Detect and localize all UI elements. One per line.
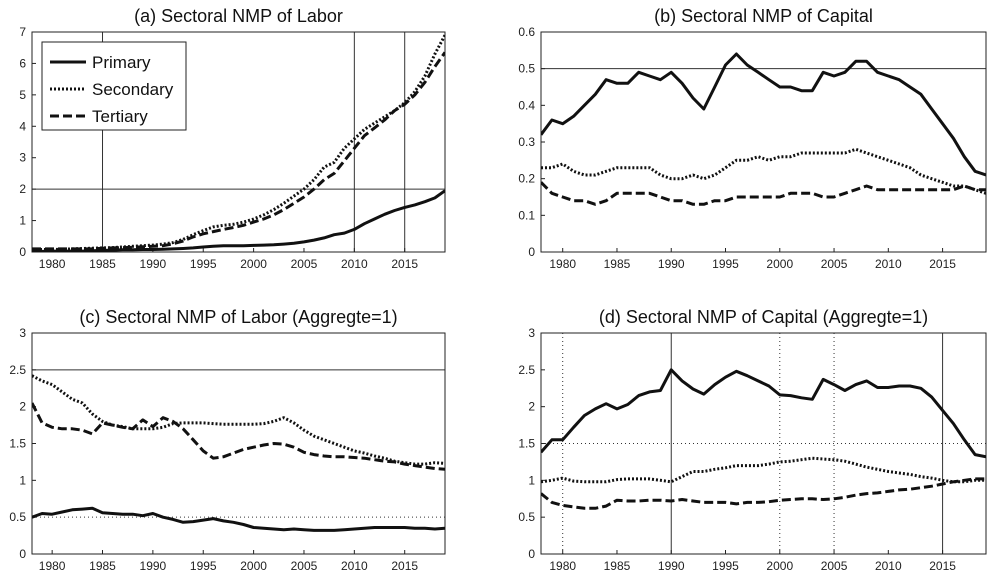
series-line-primary: [541, 368, 986, 459]
x-tick-label: 1990: [658, 559, 685, 573]
x-tick-label: 2010: [875, 257, 902, 271]
x-tick-label: 1980: [549, 559, 576, 573]
chart-title: (b) Sectoral NMP of Capital: [654, 6, 873, 26]
x-tick-label: 2010: [341, 257, 368, 271]
legend-label-secondary: Secondary: [92, 80, 174, 99]
chart-title: (c) Sectoral NMP of Labor (Aggregte=1): [79, 307, 397, 327]
y-tick-label: 3: [528, 326, 535, 340]
legend: Primary Secondary Tertiary: [41, 41, 187, 131]
x-tick-label: 2005: [291, 559, 318, 573]
series-line-tertiary: [541, 477, 986, 510]
chart-title: (d) Sectoral NMP of Capital (Aggregte=1): [599, 307, 928, 327]
x-tick-label: 1995: [190, 559, 217, 573]
y-tick-label: 1: [19, 214, 26, 228]
x-tick-label: 1990: [658, 257, 685, 271]
plot-frame: [31, 332, 446, 555]
chart-title: (a) Sectoral NMP of Labor: [134, 6, 343, 26]
series-line-tertiary: [541, 181, 986, 206]
series-line-primary: [32, 506, 445, 532]
plot-frame: [31, 31, 446, 253]
y-tick-label: 2: [19, 182, 26, 196]
x-tick-label: 2000: [766, 257, 793, 271]
x-tick-label: 2015: [929, 559, 956, 573]
legend-label-primary: Primary: [92, 53, 151, 72]
x-tick-label: 2010: [341, 559, 368, 573]
plot-frame: [540, 31, 987, 253]
y-tick-label: 1: [19, 473, 26, 487]
y-tick-label: 0.5: [9, 510, 26, 524]
x-tick-label: 1980: [39, 559, 66, 573]
y-tick-label: 0.5: [518, 510, 535, 524]
y-tick-label: 1.5: [9, 437, 26, 451]
y-tick-label: 0: [528, 547, 535, 561]
panel-d-capital-nmp-normalized: (d) Sectoral NMP of Capital (Aggregte=1)…: [518, 307, 987, 573]
y-tick-label: 1.5: [518, 437, 535, 451]
x-tick-label: 2000: [240, 257, 267, 271]
x-tick-label: 1995: [712, 559, 739, 573]
series-line-secondary: [541, 147, 986, 195]
series-line-tertiary: [32, 402, 445, 471]
y-tick-label: 0.4: [518, 98, 535, 112]
y-tick-label: 3: [19, 151, 26, 165]
plot-frame: [540, 332, 987, 555]
x-tick-label: 1985: [89, 257, 116, 271]
y-tick-label: 1: [528, 473, 535, 487]
y-tick-label: 6: [19, 56, 26, 70]
y-tick-label: 0: [19, 245, 26, 259]
x-tick-label: 2015: [391, 559, 418, 573]
series-line-primary: [32, 189, 445, 252]
y-tick-label: 0: [528, 245, 535, 259]
y-tick-label: 2: [19, 400, 26, 414]
x-tick-label: 2000: [766, 559, 793, 573]
y-tick-label: 7: [19, 25, 26, 39]
y-tick-label: 0: [19, 547, 26, 561]
x-tick-label: 2000: [240, 559, 267, 573]
x-tick-label: 2005: [291, 257, 318, 271]
y-tick-label: 4: [19, 119, 26, 133]
y-tick-label: 0.1: [518, 208, 535, 222]
x-tick-label: 1995: [190, 257, 217, 271]
y-tick-label: 0.5: [518, 62, 535, 76]
x-tick-label: 1985: [89, 559, 116, 573]
x-tick-label: 1995: [712, 257, 739, 271]
legend-label-tertiary: Tertiary: [92, 107, 148, 126]
x-tick-label: 1990: [140, 559, 167, 573]
x-tick-label: 2005: [821, 257, 848, 271]
x-tick-label: 1980: [549, 257, 576, 271]
y-tick-label: 2: [528, 400, 535, 414]
y-tick-label: 2.5: [9, 363, 26, 377]
y-tick-label: 5: [19, 88, 26, 102]
x-tick-label: 2015: [391, 257, 418, 271]
x-tick-label: 2010: [875, 559, 902, 573]
series-line-primary: [541, 52, 986, 177]
series-line-tertiary: [32, 51, 445, 251]
y-tick-label: 0.2: [518, 172, 535, 186]
y-tick-label: 2.5: [518, 363, 535, 377]
x-tick-label: 1985: [604, 257, 631, 271]
x-tick-label: 1990: [140, 257, 167, 271]
series-line-secondary: [541, 456, 986, 484]
y-tick-label: 0.6: [518, 25, 535, 39]
panel-a-labor-nmp: (a) Sectoral NMP of Labor 1980 1985 1990 199…: [19, 6, 446, 271]
x-tick-label: 2005: [821, 559, 848, 573]
x-tick-label: 1980: [39, 257, 66, 271]
x-tick-label: 1985: [604, 559, 631, 573]
x-tick-label: 2015: [929, 257, 956, 271]
panel-c-labor-nmp-normalized: (c) Sectoral NMP of Labor (Aggregte=1) 19…: [9, 307, 446, 573]
panel-b-capital-nmp: (b) Sectoral NMP of Capital 1980 1985 1990 1…: [518, 6, 987, 271]
y-tick-label: 3: [19, 326, 26, 340]
y-tick-label: 0.3: [518, 135, 535, 149]
